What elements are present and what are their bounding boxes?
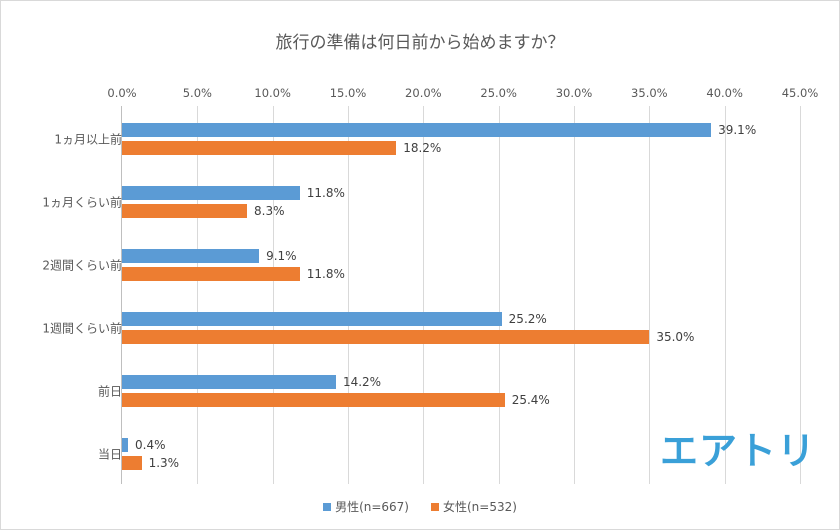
y-axis-line xyxy=(121,106,122,484)
gridline xyxy=(725,106,726,484)
data-label: 25.2% xyxy=(508,311,547,326)
x-tick-label: 15.0% xyxy=(329,86,367,100)
bar-female xyxy=(122,455,142,470)
category-label: 2週間くらい前 xyxy=(42,258,122,272)
data-label: 11.8% xyxy=(306,185,345,200)
bar-male xyxy=(122,248,260,263)
category-label: 1ヵ月くらい前 xyxy=(42,195,122,209)
x-tick-label: 20.0% xyxy=(405,86,442,100)
x-tick-label: 45.0% xyxy=(781,86,819,100)
category-label: 1ヵ月以上前 xyxy=(54,132,122,146)
legend-item-male: 男性(n=667) xyxy=(323,498,409,515)
legend-label-female: 女性(n=532) xyxy=(443,500,517,514)
x-tick-label: 0.0% xyxy=(107,86,137,100)
bar-male xyxy=(122,311,502,326)
bar-female xyxy=(122,140,397,155)
bar-female xyxy=(122,203,248,218)
bar-female xyxy=(122,392,505,407)
category-label: 前日 xyxy=(97,384,122,398)
data-label: 11.8% xyxy=(306,266,345,281)
data-label: 39.1% xyxy=(718,122,757,137)
x-tick-label: 25.0% xyxy=(480,86,517,100)
bar-male xyxy=(122,374,336,389)
category-label: 当日 xyxy=(97,447,122,461)
airtrip-logo: エアトリ xyxy=(660,429,817,473)
data-label: 35.0% xyxy=(656,329,695,344)
bar-male xyxy=(122,122,712,137)
gridline xyxy=(423,106,424,484)
gridline xyxy=(348,106,349,484)
legend-label-male: 男性(n=667) xyxy=(335,500,409,514)
data-label: 8.3% xyxy=(254,203,285,218)
bar-male xyxy=(122,185,300,200)
x-tick-label: 5.0% xyxy=(182,86,212,100)
data-label: 18.2% xyxy=(403,140,442,155)
gridline xyxy=(197,106,198,484)
data-label: 14.2% xyxy=(342,374,382,389)
gridline xyxy=(273,106,274,484)
bar-female xyxy=(122,329,650,344)
data-label: 1.3% xyxy=(148,455,180,470)
legend-item-female: 女性(n=532) xyxy=(431,498,517,515)
category-label: 1週間くらい前 xyxy=(42,321,122,335)
data-label: 9.1% xyxy=(266,248,297,263)
gridline xyxy=(800,106,801,484)
bar-male xyxy=(122,437,129,452)
gridline xyxy=(649,106,650,484)
x-tick-label: 40.0% xyxy=(706,86,743,100)
x-tick-label: 30.0% xyxy=(555,86,593,100)
legend: 男性(n=667) 女性(n=532) xyxy=(0,498,840,515)
legend-swatch-male xyxy=(323,502,332,511)
legend-swatch-female xyxy=(431,502,439,511)
bar-female xyxy=(122,266,300,281)
x-tick-label: 10.0% xyxy=(254,86,291,100)
data-label: 0.4% xyxy=(135,437,166,452)
chart-title: 旅行の準備は何日前から始めますか？ xyxy=(275,33,565,53)
gridline xyxy=(574,106,575,484)
x-tick-label: 35.0% xyxy=(631,86,668,100)
gridline xyxy=(499,106,500,484)
data-label: 25.4% xyxy=(511,392,550,407)
